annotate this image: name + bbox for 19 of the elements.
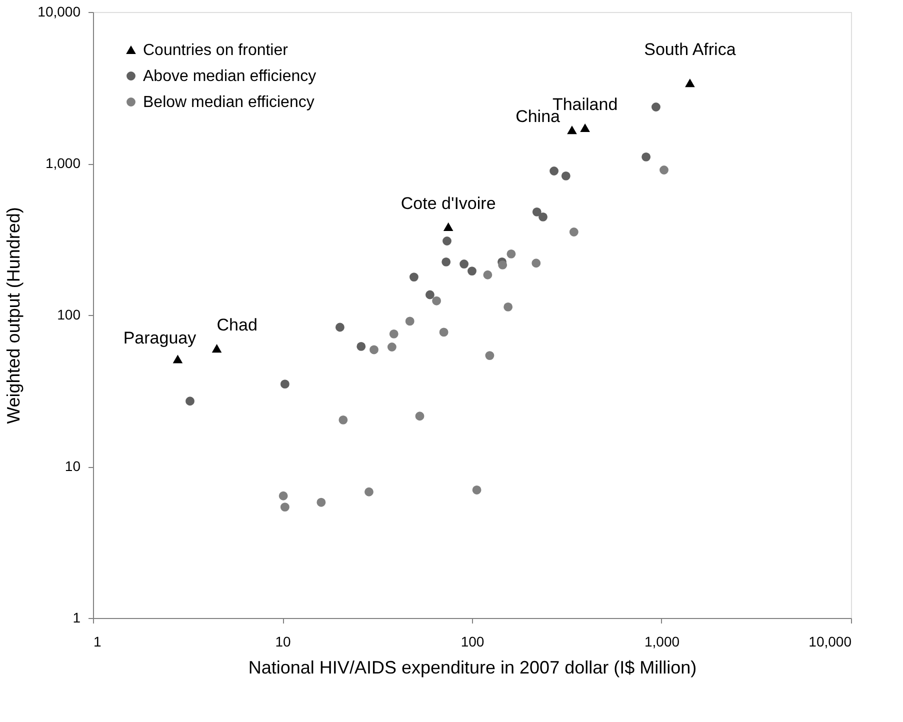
x-tick-label: 10 <box>275 634 291 650</box>
legend-label: Above median efficiency <box>143 68 316 85</box>
x-tick-label: 100 <box>460 634 484 650</box>
y-tick-label: 1 <box>72 610 81 626</box>
annotation: Chad <box>216 316 258 335</box>
legend-label: Below median efficiency <box>143 94 314 111</box>
y-tick-label: 100 <box>57 306 81 322</box>
annotation: Cote d'Ivoire <box>400 194 496 213</box>
legend-label: Countries on frontier <box>143 42 289 59</box>
y-tick-label: 10,000 <box>38 4 81 20</box>
x-axis-title: National HIV/AIDS expenditure in 2007 dollar (I$ Million) <box>248 658 697 678</box>
annotation: South Africa <box>644 40 736 60</box>
y-axis-title: Weighted output (Hundred) <box>4 207 24 424</box>
y-tick-label: 1,000 <box>45 155 81 171</box>
annotation: Paraguay <box>123 328 197 348</box>
x-tick-label: 1,000 <box>644 634 680 650</box>
x-tick-label: 1 <box>94 634 102 650</box>
y-tick-label: 10 <box>64 458 81 474</box>
x-tick-label: 10,000 <box>808 634 852 650</box>
